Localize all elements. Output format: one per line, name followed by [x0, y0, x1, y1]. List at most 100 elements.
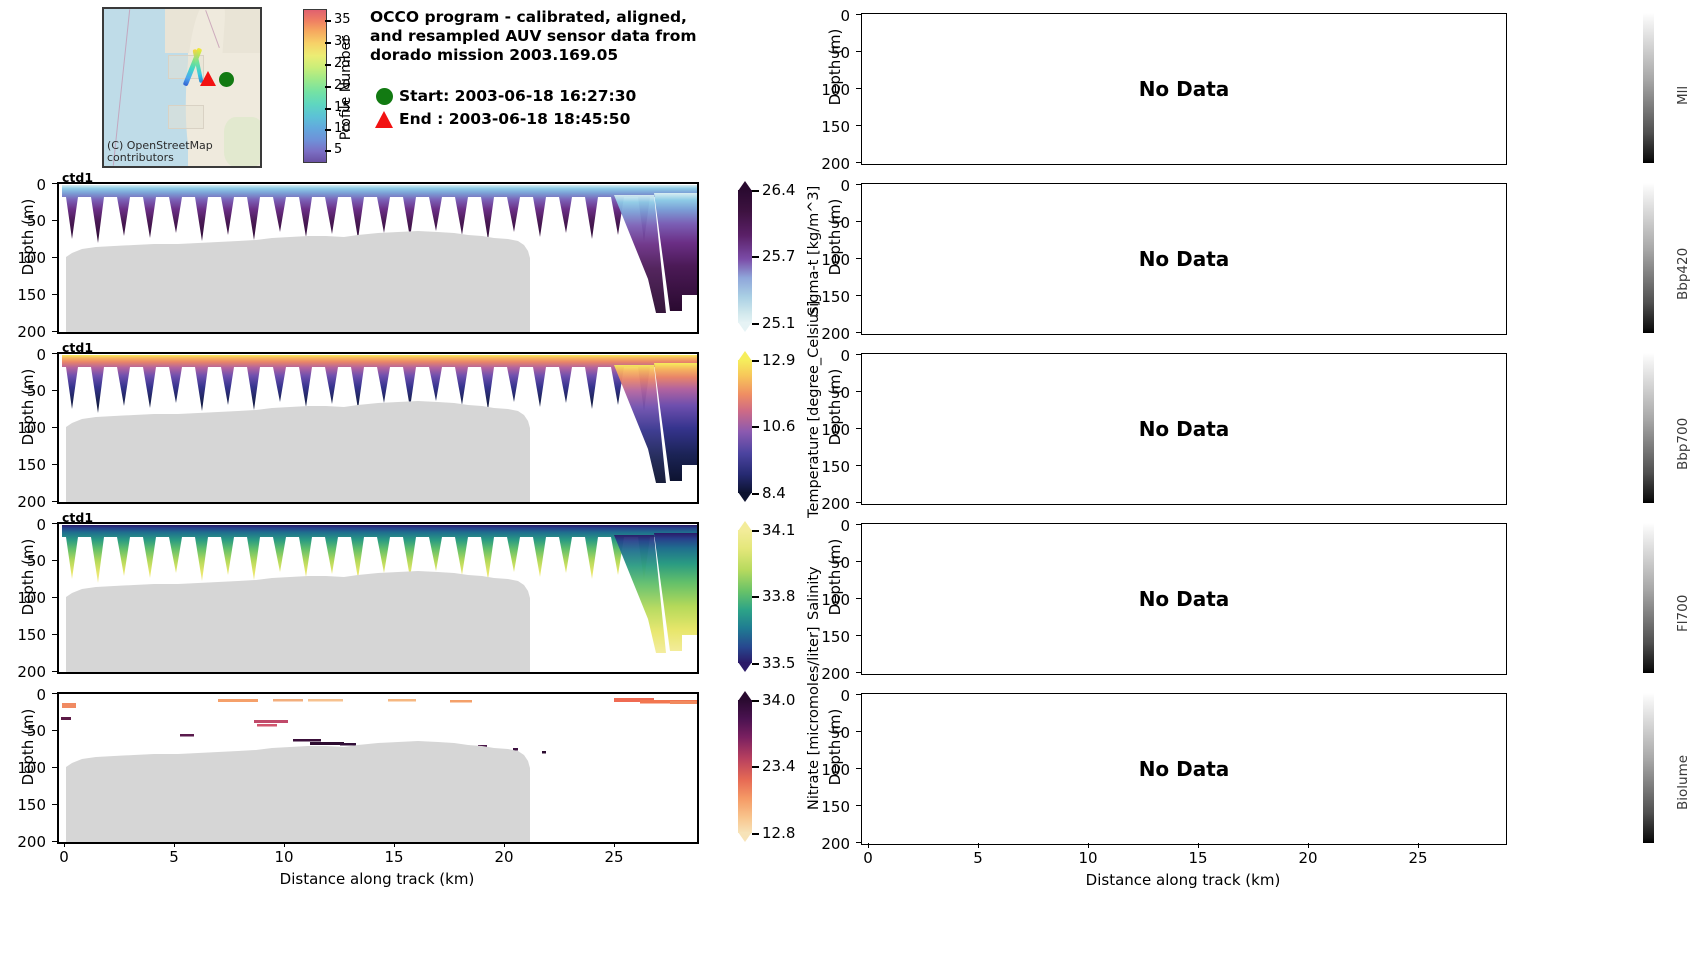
profile-tick-label-35: 35: [334, 12, 351, 27]
xtick-mark: [284, 842, 286, 847]
map-grid-box-2: [168, 105, 204, 129]
panel-fl700[interactable]: No Data: [861, 523, 1507, 675]
x-axis-label-right: Distance along track (km): [1085, 871, 1281, 889]
ytick-mark: [856, 14, 861, 16]
ytick-0-row4: 0: [36, 686, 46, 704]
legend-start-circle-icon: [376, 88, 393, 105]
depth-axis-label-row2: Depth (m): [19, 368, 37, 446]
panel-salinity[interactable]: [57, 522, 699, 674]
profile-number-colorbar-title: Profile Number: [338, 36, 354, 141]
ytick-50-row1: 50: [26, 212, 46, 230]
ytick-0-right3: 0: [840, 347, 850, 365]
profile-number-colorbar: [303, 9, 327, 163]
ytick-mark: [856, 672, 861, 674]
page-title: OCCO program - calibrated, aligned, and …: [370, 8, 697, 64]
sigma-t-cb-label-min: 25.1: [762, 314, 796, 332]
xtick-mark: [504, 842, 506, 847]
no-data-message-biolume: No Data: [1138, 757, 1230, 781]
depth-axis-label-row3: Depth (m): [19, 538, 37, 616]
xtick-label-25-right: 25: [1408, 849, 1428, 867]
ytick-100-row1: 100: [17, 249, 46, 267]
map-inset[interactable]: (C) OpenStreetMap contributors: [102, 7, 262, 168]
ytick-200-row1: 200: [17, 323, 46, 341]
ytick-mark: [856, 805, 861, 807]
nitrate-cb-label-min: 12.8: [762, 824, 796, 842]
xtick-mark: [1198, 843, 1200, 848]
ytick-0-row2: 0: [36, 346, 46, 364]
ytick-mark: [856, 184, 861, 186]
ytick-mark: [52, 390, 57, 392]
ytick-200-right2: 200: [821, 325, 850, 343]
ytick-150-row3: 150: [17, 626, 46, 644]
ytick-200-right3: 200: [821, 495, 850, 513]
ytick-50-row4: 50: [26, 722, 46, 740]
salinity-cb-label-mid: 33.8: [762, 587, 796, 605]
ytick-mark: [856, 561, 861, 563]
panel-sigma-t[interactable]: [57, 182, 699, 334]
panel-biolume[interactable]: No Data: [861, 693, 1507, 845]
ytick-50-right5: 50: [830, 724, 850, 742]
profile-tick-label-25: 25: [334, 56, 351, 71]
panel-nitrate[interactable]: [57, 692, 699, 844]
ytick-mark: [856, 221, 861, 223]
ytick-mark: [52, 427, 57, 429]
temperature-cb-tick-mid: [752, 426, 759, 428]
ytick-100-right2: 100: [821, 251, 850, 269]
sigma-t-cb-tick-max: [752, 190, 759, 192]
panel-bbp420[interactable]: No Data: [861, 183, 1507, 335]
ytick-mark: [52, 634, 57, 636]
sigma-t-section-plot: [58, 183, 698, 333]
panel-tag-temperature: ctd1: [62, 340, 94, 355]
nitrate-cb-label-max: 34.0: [762, 691, 796, 709]
map-attribution: (C) OpenStreetMap contributors: [107, 139, 213, 164]
ytick-mark: [856, 465, 861, 467]
no-data-message-bbp420: No Data: [1138, 247, 1230, 271]
ytick-50-right3: 50: [830, 384, 850, 402]
depth-axis-label-right5: Depth (m): [826, 708, 844, 786]
ytick-0-row1: 0: [36, 176, 46, 194]
bbp700-colorbar-title: Bbp700: [1675, 417, 1691, 470]
panel-mll[interactable]: No Data: [861, 13, 1507, 165]
depth-axis-label-right2: Depth (m): [826, 198, 844, 276]
map-start-marker: [219, 72, 234, 87]
sigma-t-cb-tick-min: [752, 323, 759, 325]
ytick-mark: [856, 354, 861, 356]
ytick-mark: [52, 353, 57, 355]
profile-tick-15: [325, 108, 331, 110]
ytick-mark: [52, 464, 57, 466]
xtick-label-10: 10: [274, 848, 294, 866]
ytick-mark: [856, 768, 861, 770]
ytick-150-right2: 150: [821, 288, 850, 306]
panel-temperature[interactable]: [57, 352, 699, 504]
salinity-section-plot: [58, 523, 698, 673]
ytick-mark: [52, 257, 57, 259]
xtick-label-0-right: 0: [863, 849, 873, 867]
xtick-mark: [174, 842, 176, 847]
ytick-150-row4: 150: [17, 796, 46, 814]
nitrate-colorbar: [738, 691, 752, 842]
map-end-marker: [200, 71, 216, 86]
nitrate-colorbar-title: Nitrate [micromoles/liter]: [806, 626, 822, 810]
xtick-label-15-right: 15: [1188, 849, 1208, 867]
ytick-mark: [52, 804, 57, 806]
ytick-mark: [52, 597, 57, 599]
profile-tick-25: [325, 64, 331, 66]
xtick-label-15: 15: [384, 848, 404, 866]
bbp420-colorbar-title: Bbp420: [1675, 247, 1691, 300]
ytick-mark: [856, 502, 861, 504]
ytick-mark: [52, 183, 57, 185]
ytick-50-right1: 50: [830, 44, 850, 62]
ytick-mark: [52, 730, 57, 732]
xtick-mark: [978, 843, 980, 848]
panel-bbp700[interactable]: No Data: [861, 353, 1507, 505]
ytick-mark: [52, 767, 57, 769]
x-axis-label-left: Distance along track (km): [279, 870, 475, 888]
nitrate-cb-tick-max: [752, 700, 759, 702]
sigma-t-colorbar: [738, 181, 752, 332]
salinity-cb-tick-max: [752, 530, 759, 532]
xtick-mark: [614, 842, 616, 847]
temperature-cb-tick-min: [752, 493, 759, 495]
ytick-mark: [856, 162, 861, 164]
ytick-mark: [52, 671, 57, 673]
profile-tick-label-20: 20: [334, 78, 351, 93]
